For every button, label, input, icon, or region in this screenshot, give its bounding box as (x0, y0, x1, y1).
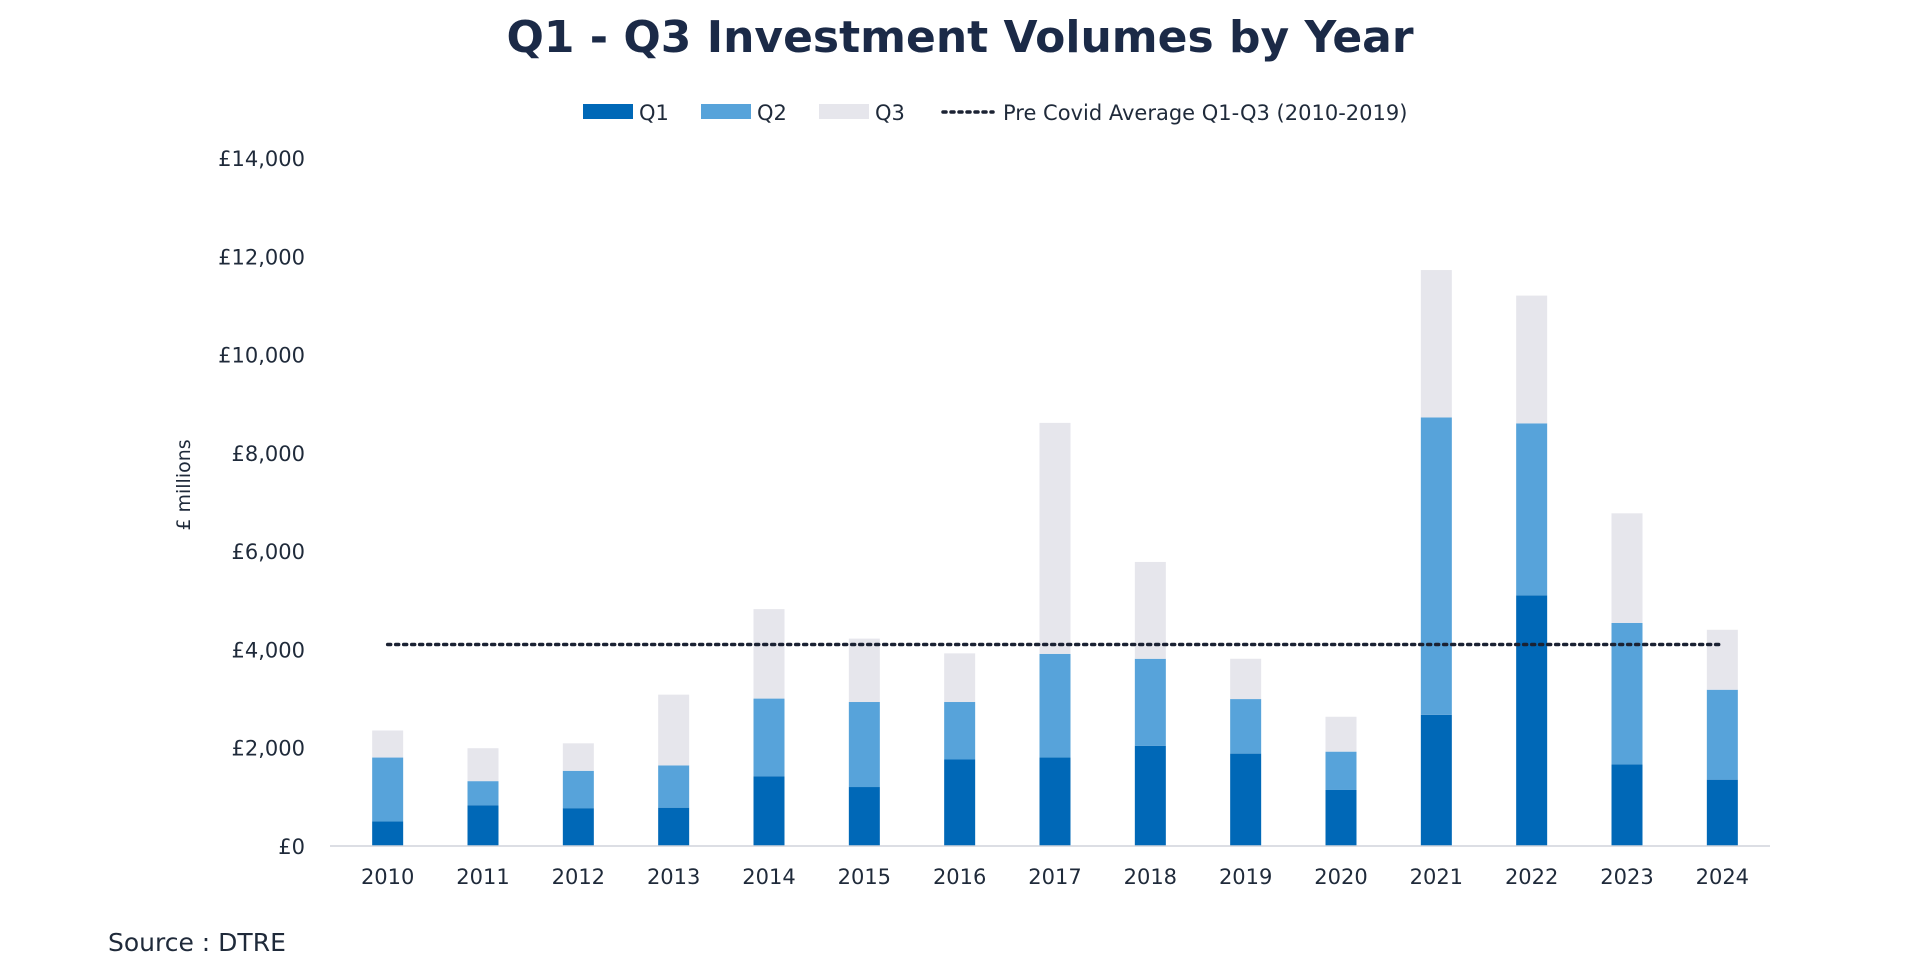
legend-swatch-q1 (583, 104, 633, 119)
bar-q2-2023 (1611, 622, 1643, 765)
x-tick-label: 2021 (1410, 865, 1463, 889)
bar-q1-2024 (1706, 779, 1738, 846)
x-tick-label: 2024 (1696, 865, 1749, 889)
bar-q2-2013 (658, 765, 690, 808)
bar-q1-2018 (1134, 745, 1166, 846)
bar-q1-2012 (562, 808, 594, 846)
y-tick-label: £12,000 (218, 245, 305, 269)
bar-q2-2012 (562, 770, 594, 809)
bar-q2-2014 (753, 698, 785, 777)
bar-q3-2012 (562, 743, 594, 771)
legend-swatch-q2 (701, 104, 751, 119)
x-tick-label: 2019 (1219, 865, 1272, 889)
bar-q2-2010 (372, 757, 404, 822)
y-tick-label: £0 (278, 835, 305, 859)
bar-q2-2011 (467, 781, 499, 806)
x-tick-label: 2013 (647, 865, 700, 889)
bar-q1-2017 (1039, 757, 1071, 846)
legend-label-q1: Q1 (639, 101, 669, 125)
legend-label-q2: Q2 (757, 101, 787, 125)
bar-q1-2016 (944, 759, 976, 846)
bar-q1-2022 (1516, 595, 1548, 846)
x-axis-ticks: 2010 2011 2012 2013 2014 2015 2016 2017 2018 2019… (361, 865, 1749, 889)
bar-q1-2011 (467, 805, 499, 846)
x-tick-label: 2018 (1124, 865, 1177, 889)
bar-q3-2020 (1325, 716, 1357, 752)
bar-q3-2014 (753, 609, 785, 699)
chart-title: Q1 - Q3 Investment Volumes by Year (506, 12, 1413, 63)
bar-q3-2019 (1230, 658, 1262, 700)
y-axis-ticks: £0 £2,000 £4,000 £6,000 £8,000 £10,000 £12,000… (218, 147, 305, 859)
bar-q3-2013 (658, 694, 690, 766)
bar-q3-2010 (372, 730, 404, 758)
bar-q3-2022 (1516, 295, 1548, 424)
x-tick-label: 2023 (1600, 865, 1653, 889)
bar-q3-2011 (467, 748, 499, 782)
x-tick-label: 2017 (1028, 865, 1081, 889)
bar-q2-2019 (1230, 699, 1262, 754)
bar-q2-2024 (1706, 689, 1738, 780)
bar-q1-2013 (658, 807, 690, 846)
bar-q2-2020 (1325, 751, 1357, 790)
legend-label-reference-line: Pre Covid Average Q1-Q3 (2010-2019) (1003, 101, 1407, 125)
y-tick-label: £4,000 (232, 638, 305, 662)
source-note: Source : DTRE (108, 928, 286, 957)
bar-q1-2010 (372, 821, 404, 846)
bar-q3-2015 (848, 638, 880, 703)
bar-q1-2015 (848, 787, 880, 846)
y-tick-label: £10,000 (218, 344, 305, 368)
bar-q3-2021 (1420, 270, 1452, 418)
bars (372, 270, 1738, 846)
bar-q1-2021 (1420, 714, 1452, 846)
y-tick-label: £6,000 (232, 540, 305, 564)
y-axis-label: £ millions (173, 439, 195, 530)
bar-q2-2017 (1039, 653, 1071, 758)
x-tick-label: 2011 (456, 865, 509, 889)
bar-q1-2023 (1611, 764, 1643, 846)
y-tick-label: £2,000 (232, 737, 305, 761)
x-tick-label: 2012 (552, 865, 605, 889)
y-tick-label: £14,000 (218, 147, 305, 171)
x-tick-label: 2010 (361, 865, 414, 889)
bar-q1-2019 (1230, 753, 1262, 846)
bar-q1-2020 (1325, 789, 1357, 846)
legend-swatch-q3 (819, 104, 869, 119)
bar-q2-2015 (848, 702, 880, 788)
legend: Q1 Q2 Q3 Pre Covid Average Q1-Q3 (2010-2019… (583, 101, 1407, 125)
x-tick-label: 2016 (933, 865, 986, 889)
bar-q2-2022 (1516, 423, 1548, 596)
bar-q3-2017 (1039, 422, 1071, 654)
x-tick-label: 2022 (1505, 865, 1558, 889)
y-tick-label: £8,000 (232, 442, 305, 466)
bar-q2-2018 (1134, 658, 1166, 746)
bar-q2-2021 (1420, 417, 1452, 715)
bar-q3-2016 (944, 653, 976, 703)
x-tick-label: 2020 (1314, 865, 1367, 889)
bar-q2-2016 (944, 702, 976, 760)
legend-label-q3: Q3 (875, 101, 905, 125)
x-tick-label: 2015 (838, 865, 891, 889)
bar-q3-2024 (1706, 629, 1738, 690)
x-tick-label: 2014 (742, 865, 795, 889)
bar-q3-2023 (1611, 513, 1643, 623)
bar-q1-2014 (753, 776, 785, 846)
bar-q3-2018 (1134, 561, 1166, 659)
